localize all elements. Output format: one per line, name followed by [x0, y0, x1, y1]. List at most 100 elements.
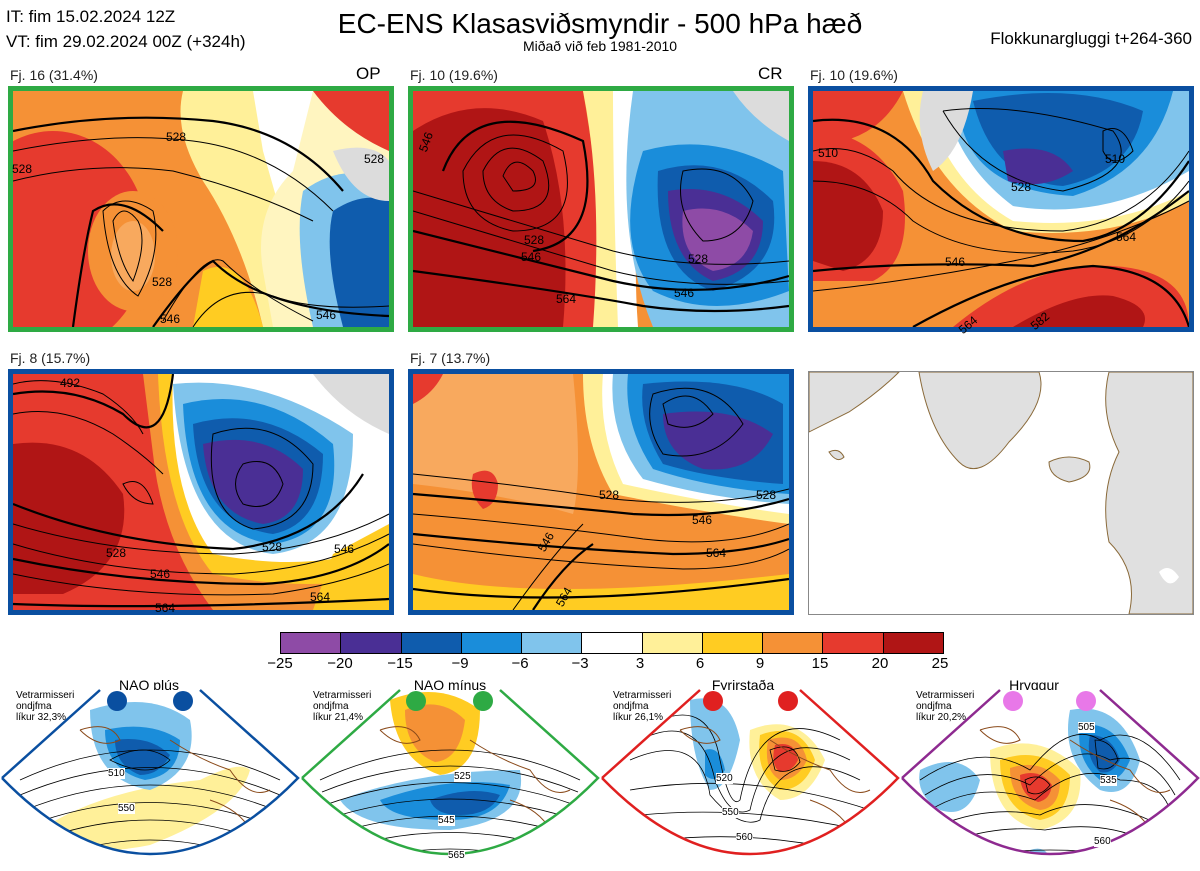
- panel-5-label: Fj. 7 (13.7%): [410, 350, 491, 366]
- panel-1-label: Fj. 16 (31.4%): [10, 67, 98, 83]
- regime-4-info: Vetrarmisseri ondjfma líkur 20,2%: [916, 690, 975, 723]
- valid-time: VT: fim 29.02.2024 00Z (+324h): [6, 32, 246, 51]
- p1-contour-f: 528: [152, 275, 173, 289]
- regime-2-dot-b: [473, 691, 493, 711]
- p5-contour-a: 528: [599, 488, 620, 502]
- empty-map: [808, 371, 1194, 615]
- page-title: EC-ENS Klasasviðsmyndir - 500 hPa hæð: [337, 8, 863, 39]
- panel-2-label: Fj. 10 (19.6%): [410, 67, 498, 83]
- colorbar-tick: 15: [811, 655, 829, 672]
- regime-3-contour-a: 520: [716, 773, 733, 784]
- cluster-map-1: [8, 86, 394, 332]
- colorbar-tick: 9: [755, 655, 765, 672]
- p3-contour-a: 510: [818, 146, 839, 160]
- regime-1-dot-a: [107, 691, 127, 711]
- regime-2-map: [301, 689, 600, 856]
- colorbar-tick: −9: [451, 655, 469, 672]
- p4-contour-g: 564: [310, 590, 331, 604]
- p2-contour-d: 528: [688, 252, 709, 266]
- p2-contour-c: 546: [521, 250, 542, 264]
- colorbar-bin-11: [883, 633, 943, 653]
- p2-contour-b: 528: [524, 233, 545, 247]
- panel-1-tag: OP: [356, 64, 381, 83]
- p4-contour-e: 528: [106, 546, 127, 560]
- colorbar-bin-4: [461, 633, 523, 653]
- regime-1-contour-b: 550: [118, 803, 135, 814]
- regime-4-contour-c: 560: [1094, 836, 1111, 847]
- colorbar-tick: 3: [635, 655, 645, 672]
- p3-contour-b: 528: [1011, 180, 1032, 194]
- regime-1-contour-a: 510: [108, 768, 125, 779]
- page-subtitle: Miðað við feb 1981-2010: [522, 38, 678, 54]
- p1-contour-c: 528: [364, 152, 385, 166]
- p5-contour-c: 564: [706, 546, 727, 560]
- regime-2-info: Vetrarmisseri ondjfma líkur 21,4%: [313, 690, 372, 723]
- regime-2-title: NAO mínus: [413, 677, 487, 693]
- p4-contour-b: 528: [262, 540, 283, 554]
- cluster-map-5: [408, 369, 794, 615]
- p4-contour-c: 546: [150, 567, 171, 581]
- p3-contour-c: 546: [945, 255, 966, 269]
- regime-4-contour-b: 535: [1100, 775, 1117, 786]
- colorbar-bin-5: [522, 633, 583, 653]
- classification-window: Flokkunargluggi t+264-360: [990, 29, 1192, 48]
- colorbar-bin-8: [702, 633, 764, 653]
- regime-1-title: NAO plús: [119, 677, 179, 693]
- regime-2-contour-c: 565: [448, 850, 465, 861]
- colorbar-tick: −25: [267, 655, 293, 672]
- regime-3-title: Fyrirstaða: [711, 677, 775, 693]
- regime-3-contour-b: 550: [722, 807, 739, 818]
- colorbar: [280, 632, 944, 654]
- p4-contour-a: 492: [60, 376, 81, 390]
- colorbar-tick: −6: [511, 655, 529, 672]
- colorbar-tick: 25: [931, 655, 949, 672]
- colorbar-tick: 6: [695, 655, 705, 672]
- p2-contour-f: 564: [556, 292, 577, 306]
- regime-4-dot-a: [1003, 691, 1023, 711]
- p2-contour-e: 546: [674, 286, 695, 300]
- p1-contour-e: 546: [316, 308, 337, 322]
- p3-contour-d: 564: [1116, 230, 1137, 244]
- p1-contour-a: 528: [12, 162, 33, 176]
- p3-contour-f: 510: [1105, 152, 1126, 166]
- regime-3-dot-a: [703, 691, 723, 711]
- regime-1-dot-b: [173, 691, 193, 711]
- p1-contour-b: 528: [166, 130, 187, 144]
- colorbar-bin-2: [341, 633, 402, 653]
- colorbar-tick: −20: [327, 655, 353, 672]
- initial-time: IT: fim 15.02.2024 12Z: [6, 7, 176, 26]
- colorbar-bin-3: [401, 633, 462, 653]
- panel-4-label: Fj. 8 (15.7%): [10, 350, 91, 366]
- cluster-map-4: [8, 369, 394, 615]
- colorbar-bin-1: [281, 633, 342, 653]
- regime-4-contour-a: 505: [1078, 722, 1095, 733]
- p4-contour-d: 564: [155, 601, 176, 615]
- regime-1-map: [1, 689, 300, 856]
- p5-contour-b: 546: [692, 513, 713, 527]
- colorbar-bin-10: [823, 633, 884, 653]
- panel-3-label: Fj. 10 (19.6%): [810, 67, 898, 83]
- regime-2-contour-a: 525: [454, 771, 471, 782]
- p5-contour-d: 528: [756, 488, 777, 502]
- run-info: IT: fim 15.02.2024 12Z VT: fim 29.02.202…: [6, 4, 246, 54]
- p1-contour-d: 546: [160, 312, 181, 326]
- regime-2-contour-b: 545: [438, 815, 455, 826]
- colorbar-bin-6: [582, 633, 643, 653]
- colorbar-bin-7: [642, 633, 703, 653]
- colorbar-tick: −3: [571, 655, 589, 672]
- colorbar-tick: 20: [871, 655, 889, 672]
- p4-contour-f: 546: [334, 542, 355, 556]
- panel-2-tag: CR: [758, 64, 783, 83]
- cluster-map-2: [408, 86, 794, 332]
- regime-4-dot-b: [1076, 691, 1096, 711]
- regime-3-dot-b: [778, 691, 798, 711]
- regime-4-map: [901, 689, 1200, 856]
- cluster-map-3: [808, 86, 1194, 332]
- regime-4-title: Hryggur: [1009, 677, 1059, 693]
- regime-2-dot-a: [406, 691, 426, 711]
- regime-3-info: Vetrarmisseri ondjfma líkur 26,1%: [613, 690, 672, 723]
- colorbar-bin-9: [763, 633, 824, 653]
- regime-3-map: [601, 689, 900, 856]
- regime-1-info: Vetrarmisseri ondjfma líkur 32,3%: [16, 690, 75, 723]
- colorbar-tick: −15: [387, 655, 413, 672]
